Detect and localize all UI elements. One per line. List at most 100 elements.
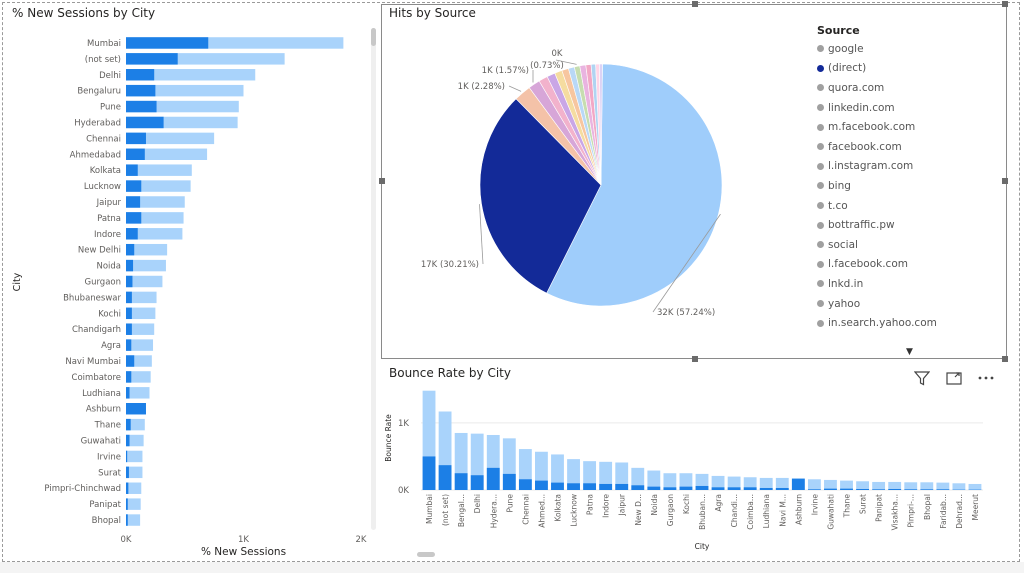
category-label: Chandigarh bbox=[72, 325, 121, 335]
category-label: Guwahati bbox=[826, 494, 835, 530]
category-label: Gurgaon bbox=[666, 494, 675, 526]
legend-marker-icon bbox=[817, 202, 824, 210]
legend-marker-icon bbox=[817, 241, 824, 249]
category-label: Patna bbox=[586, 494, 595, 515]
chart-title: Hits by Source bbox=[389, 6, 476, 20]
legend-item[interactable]: quora.com bbox=[817, 78, 997, 98]
legend-title: Source bbox=[817, 24, 860, 37]
legend-item[interactable]: l.facebook.com bbox=[817, 255, 997, 275]
category-label: Indore bbox=[94, 230, 121, 240]
bar-highlight bbox=[486, 467, 500, 490]
category-label: Irvine bbox=[97, 452, 121, 462]
y-axis-title: City bbox=[12, 272, 23, 291]
filter-icon[interactable] bbox=[913, 370, 931, 386]
bar-highlight bbox=[126, 116, 164, 129]
legend-item[interactable]: t.co bbox=[817, 196, 997, 216]
legend-label: in.search.yahoo.com bbox=[828, 317, 937, 330]
bar-total bbox=[920, 482, 934, 490]
legend-item[interactable]: social bbox=[817, 235, 997, 255]
more-options-icon[interactable] bbox=[977, 370, 995, 386]
bar-highlight bbox=[126, 514, 128, 526]
data-label: 1K (2.28%) bbox=[458, 82, 505, 92]
legend-item[interactable]: in.search.yahoo.com bbox=[817, 313, 997, 333]
data-label: 1K (1.57%) bbox=[482, 66, 529, 76]
legend-item[interactable]: google bbox=[817, 39, 997, 59]
legend-item[interactable]: facebook.com bbox=[817, 137, 997, 157]
bar-highlight bbox=[126, 275, 133, 288]
bar-total bbox=[952, 483, 966, 490]
chart-title: % New Sessions by City bbox=[12, 6, 156, 20]
bar-total bbox=[583, 461, 597, 490]
resize-handle[interactable] bbox=[1002, 178, 1008, 184]
new-sessions-by-city-visual[interactable]: % New Sessions by City Mumbai (not set) De… bbox=[4, 2, 378, 560]
legend-label: google bbox=[828, 42, 864, 55]
category-label: Ashburn bbox=[86, 405, 121, 415]
category-label: Panipat bbox=[89, 500, 121, 510]
bar-total bbox=[727, 476, 741, 490]
bounce-rate-by-city-visual[interactable]: Bounce Rate by City 0K 1K Mumbai (not set) B… bbox=[381, 362, 1009, 560]
category-label: New D... bbox=[634, 494, 643, 526]
bar-highlight bbox=[438, 465, 452, 490]
bar-highlight bbox=[791, 478, 805, 490]
legend-marker-icon bbox=[817, 143, 824, 151]
category-label: Faridab... bbox=[939, 494, 948, 529]
legend-item[interactable]: linkedin.com bbox=[817, 98, 997, 118]
bar-highlight bbox=[904, 489, 918, 490]
data-label: 32K (57.24%) bbox=[657, 308, 715, 318]
pie-slice bbox=[599, 63, 603, 186]
category-label: Kochi bbox=[682, 494, 691, 514]
triangle-down-icon[interactable]: ▼ bbox=[906, 347, 913, 357]
legend-marker-icon bbox=[817, 64, 824, 72]
category-label: Hydera... bbox=[489, 494, 498, 528]
legend-item[interactable]: bottraffic.pw bbox=[817, 215, 997, 235]
tick-label: 1K bbox=[238, 535, 249, 545]
bar-highlight bbox=[679, 486, 693, 490]
bar-total bbox=[126, 228, 183, 240]
category-label: Kochi bbox=[98, 309, 121, 319]
bar-highlight bbox=[631, 485, 645, 490]
bar-total bbox=[535, 451, 548, 490]
bar-total bbox=[711, 475, 725, 490]
category-label: Bhopal bbox=[92, 516, 121, 526]
legend-label: t.co bbox=[828, 199, 848, 212]
legend-item[interactable]: bing bbox=[817, 176, 997, 196]
category-label: (not set) bbox=[85, 55, 121, 65]
data-label: (0.73%) bbox=[530, 61, 564, 71]
leader-line bbox=[555, 59, 577, 65]
resize-handle[interactable] bbox=[379, 178, 385, 184]
bar-highlight bbox=[126, 243, 135, 256]
category-label: Mumbai bbox=[425, 494, 434, 524]
resize-handle[interactable] bbox=[692, 1, 698, 7]
category-label: Pimpri-Chinchwad bbox=[44, 484, 121, 494]
bar-total bbox=[126, 466, 143, 479]
bar-total bbox=[126, 37, 344, 49]
bar-highlight bbox=[775, 487, 789, 490]
bar-total bbox=[567, 459, 580, 490]
bar-highlight bbox=[518, 479, 532, 490]
resize-handle[interactable] bbox=[1002, 1, 1008, 7]
category-label: Jaipur bbox=[618, 493, 627, 516]
category-label: Ashburn bbox=[794, 494, 803, 525]
bar-highlight bbox=[126, 466, 129, 479]
bar-total bbox=[126, 148, 208, 160]
bar-highlight bbox=[126, 196, 141, 208]
bar-total bbox=[126, 164, 192, 176]
legend-item[interactable]: (direct) bbox=[817, 59, 997, 79]
legend-item[interactable]: m.facebook.com bbox=[817, 117, 997, 137]
bar-highlight bbox=[126, 100, 157, 113]
category-label: Surat bbox=[98, 468, 121, 478]
hits-by-source-visual[interactable]: Hits by Source 32K (57.24%) 17K (30.21%) 1… bbox=[379, 1, 1009, 362]
bar-highlight bbox=[126, 259, 134, 272]
legend-item[interactable]: yahoo bbox=[817, 294, 997, 314]
bar-total bbox=[840, 480, 853, 490]
category-label: Guwahati bbox=[81, 437, 121, 447]
resize-handle[interactable] bbox=[1002, 356, 1008, 362]
bar-total bbox=[126, 323, 155, 335]
resize-handle[interactable] bbox=[692, 356, 698, 362]
legend-item[interactable]: lnkd.in bbox=[817, 274, 997, 294]
focus-mode-icon[interactable] bbox=[945, 370, 963, 386]
category-label: Bengaluru bbox=[77, 87, 121, 97]
legend-item[interactable]: l.instagram.com bbox=[817, 157, 997, 177]
category-label: Lucknow bbox=[570, 494, 579, 527]
bar-total bbox=[126, 180, 191, 192]
